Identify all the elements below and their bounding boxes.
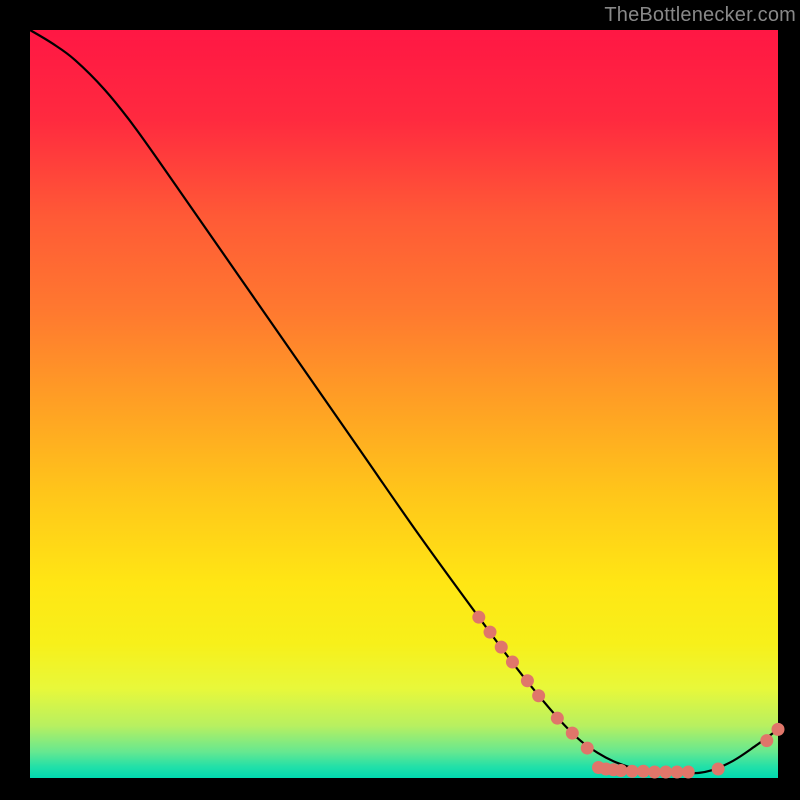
bottleneck-chart: [0, 0, 800, 800]
data-marker: [648, 766, 661, 779]
chart-stage: TheBottlenecker.com: [0, 0, 800, 800]
data-marker: [495, 641, 508, 654]
data-marker: [506, 656, 519, 669]
data-marker: [566, 727, 579, 740]
data-marker: [532, 689, 545, 702]
data-marker: [484, 626, 497, 639]
data-marker: [712, 763, 725, 776]
data-marker: [772, 723, 785, 736]
data-marker: [614, 764, 627, 777]
data-marker: [521, 674, 534, 687]
data-marker: [551, 712, 564, 725]
attribution-text: TheBottlenecker.com: [604, 4, 796, 27]
data-marker: [581, 742, 594, 755]
data-marker: [760, 734, 773, 747]
gradient-background: [30, 30, 778, 778]
data-marker: [671, 766, 684, 779]
data-marker: [659, 766, 672, 779]
data-marker: [626, 765, 639, 778]
data-marker: [682, 766, 695, 779]
data-marker: [637, 765, 650, 778]
data-marker: [472, 611, 485, 624]
